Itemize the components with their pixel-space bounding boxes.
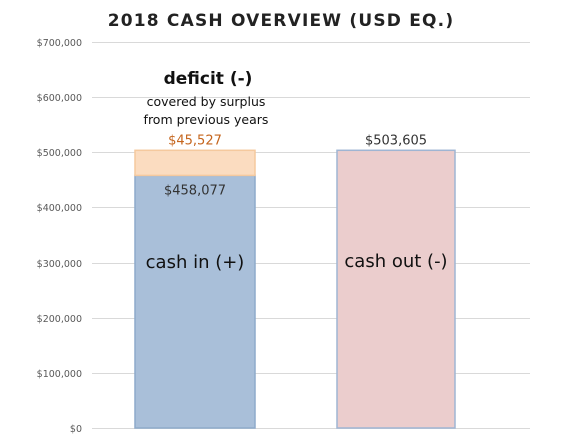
segment-label-cash-in: cash in (+) bbox=[146, 252, 245, 273]
y-axis-ticks: $0 $100,000 $200,000 $300,000 $400,000 $500,0… bbox=[37, 38, 82, 435]
annotation-heading: deficit (-) bbox=[164, 69, 253, 89]
segment-label-cash-out: cash out (-) bbox=[344, 251, 447, 272]
y-tick-label: $100,000 bbox=[37, 369, 82, 380]
y-tick-label: $600,000 bbox=[37, 93, 82, 104]
y-tick-label: $0 bbox=[70, 424, 82, 435]
data-labels: $458,077 $45,527 cash in (+) $503,605 cash o… bbox=[146, 133, 448, 273]
chart-title: 2018 CASH OVERVIEW (USD EQ.) bbox=[108, 11, 455, 31]
value-label-cash-out: $503,605 bbox=[365, 133, 427, 148]
annotation-line-2: from previous years bbox=[144, 112, 269, 127]
value-label-deficit: $45,527 bbox=[168, 133, 222, 148]
y-tick-label: $500,000 bbox=[37, 148, 82, 159]
annotation-line-1: covered by surplus bbox=[147, 94, 266, 109]
y-tick-label: $700,000 bbox=[37, 38, 82, 49]
y-tick-label: $400,000 bbox=[37, 203, 82, 214]
y-tick-label: $300,000 bbox=[37, 259, 82, 270]
value-label-cash-in: $458,077 bbox=[164, 183, 226, 198]
bars bbox=[134, 149, 456, 429]
deficit-annotation: deficit (-) covered by surplus from prev… bbox=[144, 69, 269, 127]
bar-segment-cash-in bbox=[134, 174, 256, 429]
y-tick-label: $200,000 bbox=[37, 314, 82, 325]
bar-segment-deficit bbox=[134, 149, 256, 177]
bar-segment-cash-out bbox=[336, 149, 456, 429]
